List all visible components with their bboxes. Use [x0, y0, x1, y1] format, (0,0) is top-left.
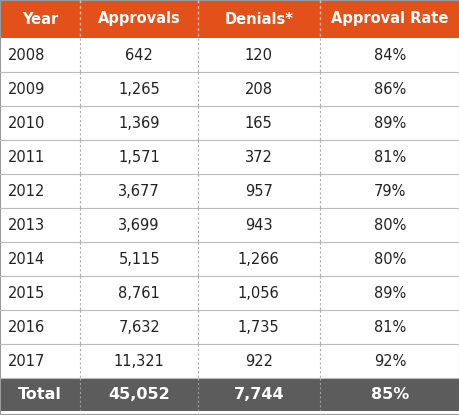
Text: 120: 120 — [244, 47, 272, 63]
Bar — [80, 242, 197, 276]
Text: 957: 957 — [244, 183, 272, 198]
Bar — [197, 344, 319, 378]
Bar — [0, 106, 80, 140]
Bar — [319, 242, 459, 276]
Text: Total: Total — [18, 387, 62, 402]
Bar — [80, 38, 197, 72]
Bar — [319, 0, 459, 38]
Text: Denials*: Denials* — [224, 12, 293, 27]
Bar — [319, 174, 459, 208]
Text: 89%: 89% — [373, 286, 405, 300]
Bar — [197, 174, 319, 208]
Text: 3,699: 3,699 — [118, 217, 160, 232]
Bar — [0, 310, 80, 344]
Bar — [0, 276, 80, 310]
Text: 2011: 2011 — [8, 149, 45, 164]
Bar — [80, 276, 197, 310]
Bar — [80, 106, 197, 140]
Text: 81%: 81% — [373, 149, 405, 164]
Text: 7,744: 7,744 — [233, 387, 284, 402]
Bar — [80, 174, 197, 208]
Text: 1,056: 1,056 — [237, 286, 279, 300]
Bar — [80, 378, 197, 411]
Text: 2009: 2009 — [8, 81, 45, 97]
Bar — [0, 208, 80, 242]
Text: 1,571: 1,571 — [118, 149, 160, 164]
Bar — [0, 378, 80, 411]
Text: 1,369: 1,369 — [118, 115, 160, 130]
Bar — [80, 208, 197, 242]
Text: 2014: 2014 — [8, 251, 45, 266]
Text: 5,115: 5,115 — [118, 251, 160, 266]
Bar — [197, 276, 319, 310]
Text: 922: 922 — [244, 354, 272, 369]
Bar — [319, 38, 459, 72]
Bar — [319, 140, 459, 174]
Text: Year: Year — [22, 12, 58, 27]
Bar — [80, 0, 197, 38]
Text: 943: 943 — [244, 217, 272, 232]
Text: 165: 165 — [244, 115, 272, 130]
Text: 11,321: 11,321 — [113, 354, 164, 369]
Bar — [197, 106, 319, 140]
Bar — [319, 208, 459, 242]
Bar — [197, 140, 319, 174]
Bar — [197, 242, 319, 276]
Bar — [0, 72, 80, 106]
Bar — [0, 242, 80, 276]
Bar — [0, 344, 80, 378]
Text: 8,761: 8,761 — [118, 286, 160, 300]
Text: 79%: 79% — [373, 183, 405, 198]
Bar — [197, 378, 319, 411]
Text: 84%: 84% — [373, 47, 405, 63]
Bar — [319, 276, 459, 310]
Bar — [80, 140, 197, 174]
Text: 45,052: 45,052 — [108, 387, 170, 402]
Text: 2008: 2008 — [8, 47, 45, 63]
Text: 2012: 2012 — [8, 183, 45, 198]
Text: 85%: 85% — [370, 387, 408, 402]
Bar — [319, 310, 459, 344]
Text: 92%: 92% — [373, 354, 405, 369]
Bar — [197, 0, 319, 38]
Bar — [197, 72, 319, 106]
Bar — [0, 174, 80, 208]
Text: 80%: 80% — [373, 251, 405, 266]
Text: 2013: 2013 — [8, 217, 45, 232]
Text: 1,265: 1,265 — [118, 81, 160, 97]
Text: 7,632: 7,632 — [118, 320, 160, 334]
Bar — [319, 344, 459, 378]
Text: 372: 372 — [244, 149, 272, 164]
Text: 80%: 80% — [373, 217, 405, 232]
Text: 642: 642 — [125, 47, 153, 63]
Text: Approvals: Approvals — [98, 12, 180, 27]
Text: 2015: 2015 — [8, 286, 45, 300]
Bar — [319, 106, 459, 140]
Text: 208: 208 — [244, 81, 272, 97]
Text: 1,735: 1,735 — [237, 320, 279, 334]
Bar — [319, 72, 459, 106]
Text: Approval Rate: Approval Rate — [330, 12, 448, 27]
Bar — [0, 38, 80, 72]
Text: 86%: 86% — [373, 81, 405, 97]
Bar — [319, 378, 459, 411]
Bar — [197, 208, 319, 242]
Text: 1,266: 1,266 — [237, 251, 279, 266]
Bar — [80, 344, 197, 378]
Text: 3,677: 3,677 — [118, 183, 160, 198]
Text: 81%: 81% — [373, 320, 405, 334]
Text: 89%: 89% — [373, 115, 405, 130]
Bar — [197, 38, 319, 72]
Text: 2016: 2016 — [8, 320, 45, 334]
Text: 2017: 2017 — [8, 354, 45, 369]
Bar — [80, 310, 197, 344]
Bar — [0, 0, 80, 38]
Text: 2010: 2010 — [8, 115, 45, 130]
Bar — [80, 72, 197, 106]
Bar — [197, 310, 319, 344]
Bar — [0, 140, 80, 174]
